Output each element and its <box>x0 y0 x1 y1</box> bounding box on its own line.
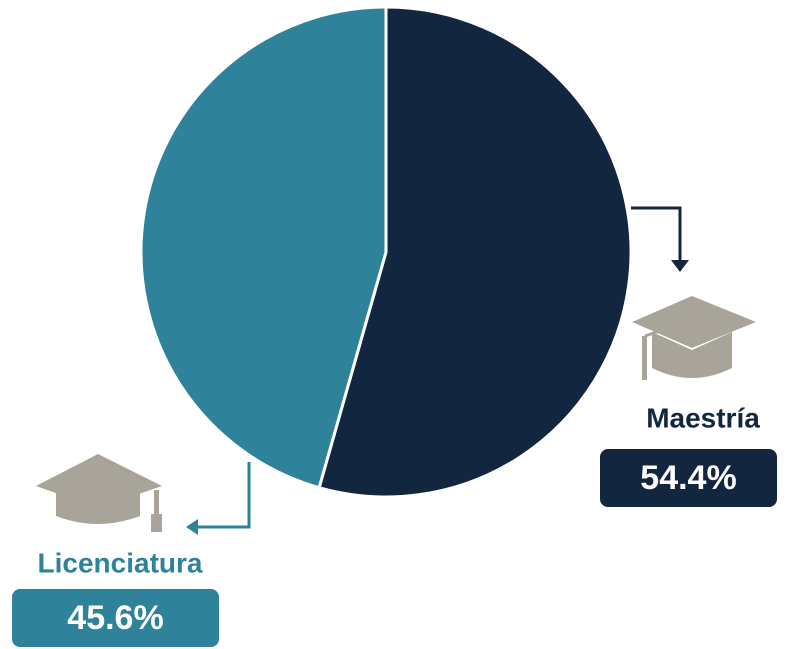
category-label: Licenciatura <box>38 547 203 578</box>
value-box <box>12 589 219 647</box>
cap-icon <box>36 454 162 532</box>
arrow-head <box>186 519 198 535</box>
value-label: 45.6% <box>67 599 163 637</box>
value-box <box>600 449 777 507</box>
pie <box>139 5 633 499</box>
connector <box>631 206 682 262</box>
cap-icon <box>632 296 756 380</box>
pie-slice <box>317 5 633 499</box>
connector <box>196 462 251 529</box>
value-label: 54.4% <box>640 459 736 497</box>
pie-slice <box>139 5 388 490</box>
category-label: Maestría <box>646 402 760 433</box>
arrow-head <box>671 260 689 272</box>
